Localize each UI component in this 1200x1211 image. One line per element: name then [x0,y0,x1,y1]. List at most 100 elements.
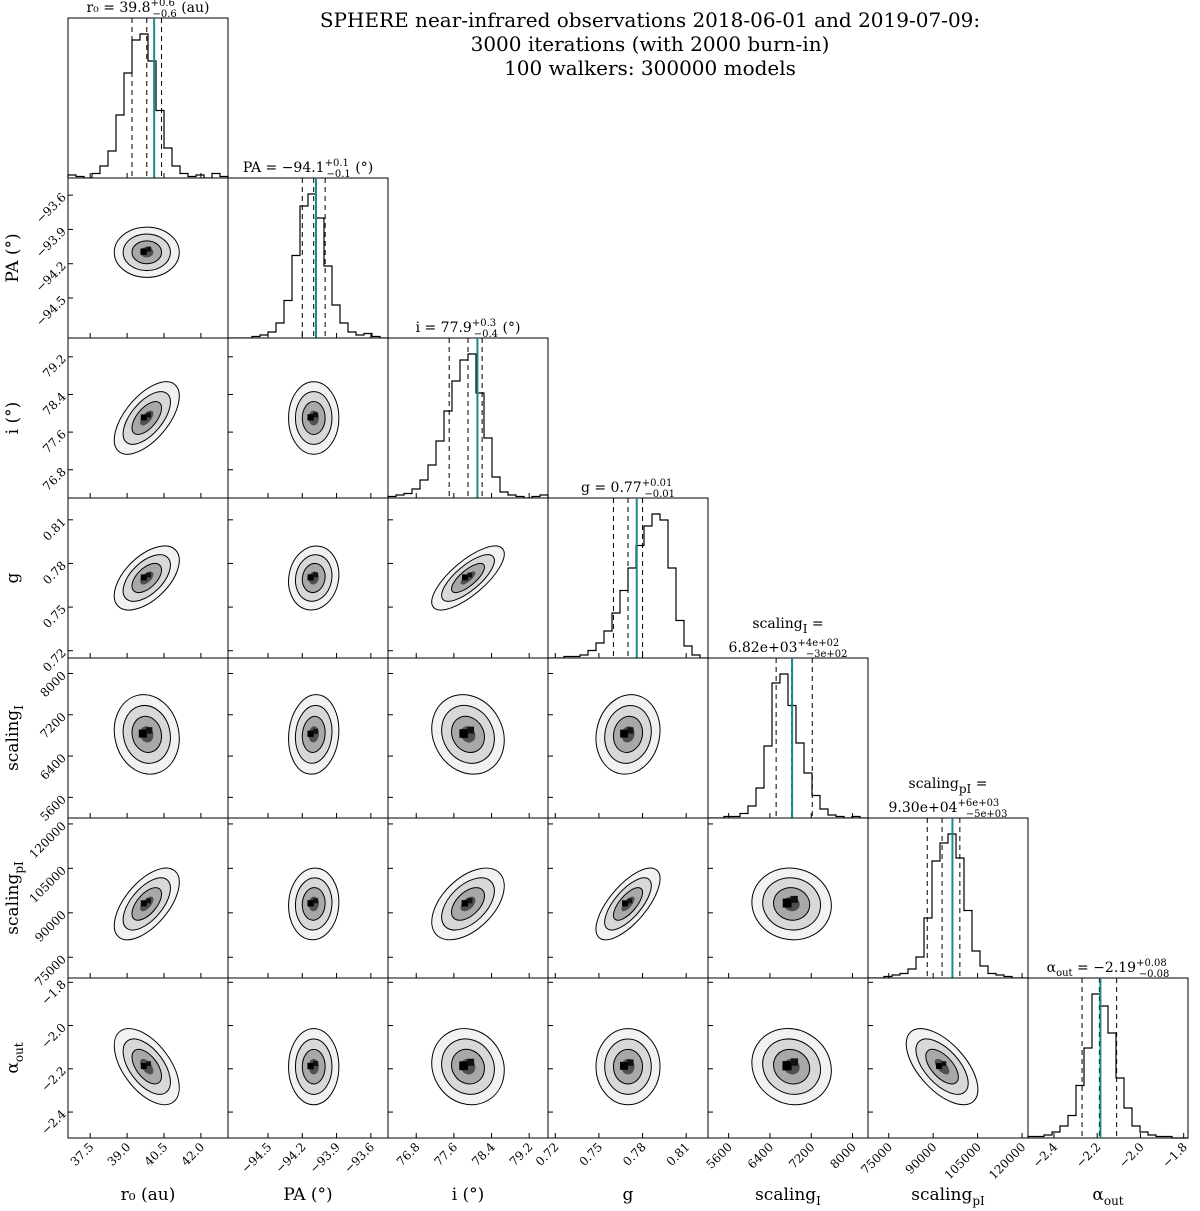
y-tick-label-i: 79.2 [40,352,69,381]
density-peak-block-b [627,1059,634,1066]
histogram-PA [228,193,388,339]
y-tick-label-scaling_pI: 105000 [27,863,69,905]
density-peak-block-a [782,1061,792,1071]
panel-frame [387,337,549,499]
density-peak-block-a [459,729,468,738]
density-peak-block-a [307,1062,314,1070]
y-axis-label-g: g [3,572,23,583]
y-tick-label-PA: −94.2 [33,259,69,295]
contour-panel-scaling_I-vs-PA [227,657,389,819]
panel-frame [1027,977,1189,1139]
x-axis-label-r0: r₀ (au) [121,1185,176,1205]
density-peak-block-a [138,729,147,738]
y-axis-label-alpha_out: αout [3,1042,26,1073]
density-peak-block-b [313,1060,319,1067]
y-axis-label-i: i (°) [3,402,23,435]
x-tick-label-r0: 40.5 [142,1140,171,1169]
contour-panel-g-vs-r0: 0.72 0.75 0.78 0.81 [40,497,229,675]
contour-panel-PA-vs-r0: −94.5−94.2−93.9−93.6 [33,177,229,339]
density-peak-block-a [620,729,628,738]
title-label-scaling_I: scalingI = [752,616,823,636]
density-peak-block-b [146,1061,151,1067]
contour-panel-alpha_out-vs-g: 0.72 0.75 0.78 0.81 [533,977,709,1169]
x-tick-label-PA: −94.2 [273,1140,309,1176]
density-peak-block-b [146,898,151,904]
x-tick-label-scaling_pI: 120000 [986,1140,1028,1182]
hist-panel-scaling_pI: 9.30e+04+6e+03 −5e+03 [867,798,1029,979]
density-peak-block-a [307,900,314,907]
x-tick-label-i: 79.2 [507,1140,536,1169]
density-peak-block-b [790,1058,799,1066]
y-tick-label-i: 78.4 [40,389,69,418]
y-tick-label-alpha_out: −2.2 [38,1064,69,1095]
x-tick-label-scaling_pI: 75000 [858,1140,895,1177]
hist-panel-scaling_I: 6.82e+03+4e+02 −3e+02 [707,638,869,819]
y-tick-label-g: 0.72 [40,646,69,675]
density-peak-block-a [462,574,468,581]
density-peak-block-a [307,414,314,421]
x-tick-label-g: 0.81 [664,1140,693,1169]
contour-panel-scaling_pI-vs-g [547,817,709,979]
contour-panel-scaling_I-vs-i [387,657,549,819]
figure-title-line-1: SPHERE near-infrared observations 2018-0… [319,8,981,32]
density-peak-block-a [140,248,147,255]
y-tick-label-i: 77.6 [40,427,69,456]
y-tick-label-g: 0.78 [40,559,69,588]
density-peak-block-a [622,900,628,907]
density-peak-block-b [313,898,319,904]
title-alpha_out: αout = −2.19+0.08 −0.08 [1047,958,1170,980]
contour-panel-scaling_pI-vs-i [387,817,549,979]
density-peak-block-b [467,898,473,904]
title-scaling_pI: 9.30e+04+6e+03 −5e+03 [889,798,1008,820]
density-peak-block-a [782,898,792,908]
hist-panel-r0: r₀ = 39.8+0.6 −0.6 (au) [67,0,229,179]
contour-panel-scaling_I-vs-r0: 5600 6400 7200 8000 [37,657,229,824]
x-tick-label-scaling_I: 5600 [704,1140,735,1171]
contour-panel-alpha_out-vs-scaling_pI: 75000 90000 105000 120000 [858,977,1029,1182]
x-tick-label-alpha_out: −1.8 [1160,1140,1191,1171]
contour-panel-alpha_out-vs-scaling_I: 5600 6400 7200 8000 [704,977,869,1171]
density-peak-block-b [467,572,473,578]
x-tick-label-alpha_out: −2.2 [1073,1140,1104,1171]
x-axis-label-scaling_I: scalingI [755,1185,821,1208]
density-peak-block-b [146,246,152,252]
density-peak-block-a [461,900,468,907]
y-tick-label-scaling_pI: 120000 [27,819,69,861]
x-tick-label-i: 77.6 [431,1140,460,1169]
x-tick-label-r0: 39.0 [105,1140,134,1169]
density-peak-block-a [307,730,314,737]
hist-panel-alpha_out: αout = −2.19+0.08 −0.08 −2.4 −2.2 −2.0 −1.8 [1027,958,1191,1171]
title-label-scaling_pI: scalingpI = [909,776,988,796]
hist-panel-g: g = 0.77+0.01 −0.01 [547,478,709,659]
figure-title-line-2: 3000 iterations (with 2000 burn-in) [470,32,830,56]
x-axis-label-alpha_out: αout [1092,1185,1123,1208]
contour-panel-scaling_pI-vs-PA [227,817,389,979]
contour-panel-scaling_pI-vs-scaling_I [707,817,869,979]
density-peak-block-a [140,574,147,581]
y-tick-label-alpha_out: −2.0 [38,1021,69,1052]
contour-panel-i-vs-r0: 76.8 77.6 78.4 79.2 [40,337,229,499]
x-tick-label-PA: −93.9 [307,1140,343,1176]
y-tick-label-scaling_I: 8000 [37,669,68,700]
density-peak-block-a [140,900,147,907]
density-peak-block-b [313,728,319,734]
y-axis-label-scaling_pI: scalingpI [3,861,26,935]
density-peak-block-b [467,726,475,734]
contour-panel-alpha_out-vs-PA: −94.5−94.2−93.9−93.6 [227,977,389,1176]
x-tick-label-scaling_I: 8000 [827,1140,858,1171]
title-r0: r₀ = 39.8+0.6 −0.6 (au) [86,0,209,20]
x-tick-label-i: 78.4 [469,1140,498,1169]
x-tick-label-i: 76.8 [394,1140,423,1169]
density-peak-block-b [627,898,633,904]
density-peak-block-a [140,1063,147,1070]
x-tick-label-scaling_pI: 90000 [903,1140,940,1177]
x-axis-label-i: i (°) [452,1185,485,1205]
y-axis-label-PA: PA (°) [3,233,23,282]
density-peak-block-b [313,412,319,418]
histogram-scaling_pI [868,833,1028,979]
density-peak-block-a [307,574,314,581]
figure-title-line-3: 100 walkers: 300000 models [504,56,796,80]
x-tick-label-r0: 42.0 [178,1140,207,1169]
y-tick-label-i: 76.8 [40,465,69,494]
